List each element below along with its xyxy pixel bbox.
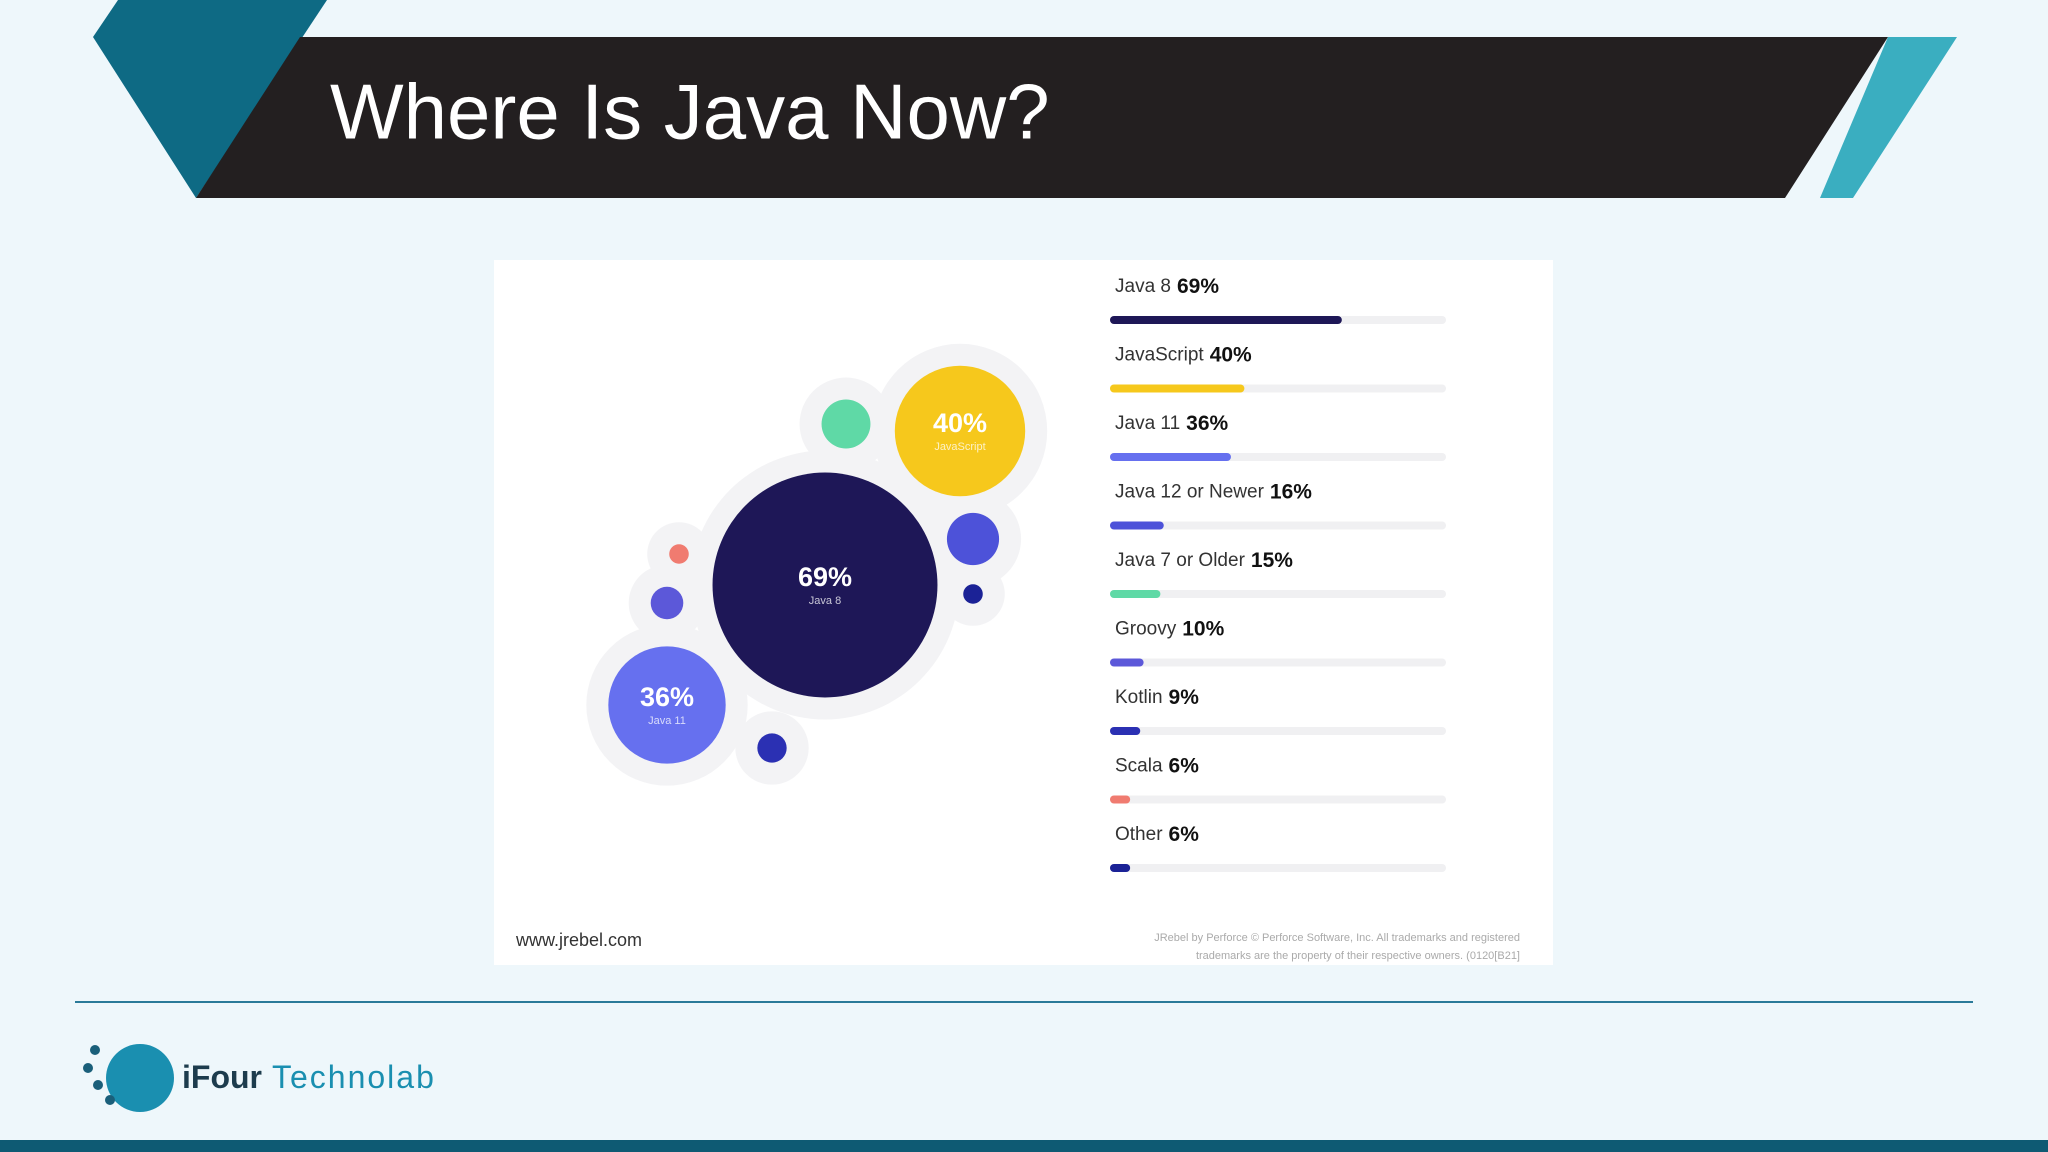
category-label: Java 11	[1115, 413, 1180, 434]
bar	[1110, 453, 1231, 461]
brand-name-2: Technolab	[272, 1059, 436, 1095]
banner-accent-right	[1820, 37, 1957, 198]
category-label: Groovy	[1115, 619, 1177, 640]
bubble	[963, 584, 983, 604]
bar-track	[1110, 795, 1446, 804]
category-label: Java 12 or Newer	[1115, 482, 1265, 503]
logo: iFour Technolab	[83, 1044, 436, 1112]
category-label: Java 7 or Older	[1115, 550, 1246, 571]
bar-label: Java 7 or Older 15%	[1115, 549, 1293, 572]
fine-print: JRebel by Perforce © Perforce Software, …	[1154, 932, 1520, 944]
source: www.jrebel.com	[515, 930, 642, 950]
bar-label: Java 12 or Newer 16%	[1115, 480, 1312, 503]
bubble-category: JavaScript	[934, 441, 985, 453]
bubble	[946, 512, 1000, 566]
category-label: Scala	[1115, 756, 1163, 777]
bubble	[669, 544, 689, 564]
bar-label: Java 8 69%	[1115, 275, 1219, 298]
bubble	[894, 365, 1026, 497]
bubble-value: 40%	[933, 408, 987, 438]
bar-label: Other 6%	[1115, 823, 1199, 846]
bar-track	[1110, 590, 1446, 598]
bubble-value: 69%	[798, 562, 852, 592]
bottom-bar	[0, 1140, 2048, 1152]
value-label: 40%	[1210, 343, 1252, 366]
category-label: Kotlin	[1115, 687, 1163, 708]
bar-group: Java 8 69% JavaScript 40% Java 11 36% Java 12 …	[1110, 275, 1446, 872]
bar-label: Java 11 36%	[1115, 412, 1228, 435]
logo-dot	[83, 1063, 93, 1073]
bar	[1110, 795, 1131, 804]
value-label: 15%	[1251, 549, 1293, 572]
slide-title: Where Is Java Now?	[330, 68, 1050, 156]
value-label: 9%	[1169, 686, 1200, 709]
bar-track	[1110, 658, 1446, 667]
value-label: 36%	[1186, 412, 1228, 435]
title-banner	[196, 37, 1888, 198]
bubble-group: 69% Java 8 40% JavaScript 36% Java 11	[586, 343, 1048, 786]
category-label: Java 8	[1115, 276, 1171, 297]
brand: iFour Technolab	[182, 1059, 436, 1095]
bar-track	[1110, 864, 1446, 872]
logo-icon	[106, 1044, 174, 1112]
bar-label: Groovy 10%	[1115, 617, 1225, 640]
bubble	[712, 472, 938, 698]
value-label: 6%	[1169, 823, 1200, 846]
bubble-category: Java 11	[648, 715, 686, 727]
category-label: Other	[1115, 824, 1163, 845]
bar	[1110, 316, 1342, 324]
logo-dot	[90, 1045, 100, 1055]
bubble	[757, 733, 787, 763]
bar-label: Scala 6%	[1115, 754, 1199, 777]
value-label: 10%	[1182, 617, 1224, 640]
banner-accent-left	[93, 0, 327, 198]
bar	[1110, 658, 1144, 667]
bar	[1110, 384, 1245, 393]
bar	[1110, 590, 1161, 598]
bar-label: JavaScript 40%	[1115, 343, 1252, 366]
bar	[1110, 864, 1131, 872]
value-label: 16%	[1270, 480, 1312, 503]
bar-track	[1110, 521, 1446, 530]
bubble-value: 36%	[640, 682, 694, 712]
bar	[1110, 521, 1164, 530]
logo-dot	[105, 1095, 115, 1105]
bar	[1110, 727, 1141, 735]
bubble-category: Java 8	[809, 595, 841, 607]
bubble	[650, 586, 684, 620]
bubble	[608, 646, 726, 764]
value-label: 6%	[1169, 754, 1200, 777]
logo-dot	[93, 1080, 103, 1090]
bar-track	[1110, 727, 1446, 735]
category-label: JavaScript	[1115, 345, 1204, 366]
bubble	[821, 399, 871, 449]
fine-print: trademarks are the property of their res…	[1196, 950, 1520, 962]
value-label: 69%	[1177, 275, 1219, 298]
brand-name: iFour	[182, 1059, 262, 1095]
bar-label: Kotlin 9%	[1115, 686, 1199, 709]
